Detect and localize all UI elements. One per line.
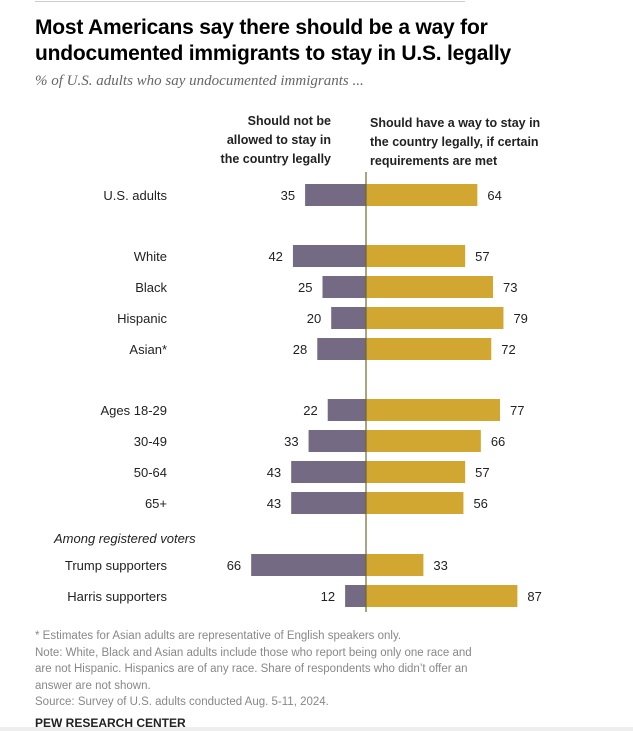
pew-logo-text: PEW RESEARCH CENTER (35, 716, 186, 730)
value-label-left: 12 (321, 589, 335, 604)
category-label: 65+ (145, 496, 167, 511)
legend-left-line: the country legally (221, 152, 331, 166)
bar-not-allowed (331, 307, 366, 329)
value-label-left: 43 (267, 465, 281, 480)
value-label-left: 43 (267, 496, 281, 511)
legend-right-line: Should have a way to stay in (370, 116, 540, 130)
group-label: Among registered voters (53, 531, 196, 546)
bottom-bar (0, 727, 633, 731)
diverging-bar-chart: Should not be allowed to stay in the count… (53, 114, 542, 612)
value-label-right: 33 (433, 558, 447, 573)
category-label: Hispanic (117, 311, 167, 326)
notes: * Estimates for Asian adults are represe… (35, 628, 475, 711)
value-label-right: 77 (510, 403, 524, 418)
bar-not-allowed (291, 461, 366, 483)
value-label-left: 25 (298, 280, 312, 295)
value-label-right: 66 (491, 434, 505, 449)
bar-way-to-stay (366, 554, 424, 576)
bar-not-allowed (308, 430, 366, 452)
category-label: U.S. adults (103, 188, 167, 203)
value-label-right: 57 (475, 249, 489, 264)
value-label-left: 28 (293, 342, 307, 357)
bar-not-allowed (345, 585, 366, 607)
category-label: Black (135, 280, 167, 295)
note-text: Note: White, Black and Asian adults incl… (35, 646, 472, 692)
category-label: 50-64 (134, 465, 167, 480)
bar-not-allowed (292, 245, 366, 267)
bar-way-to-stay (366, 307, 504, 329)
category-label: Harris supporters (67, 589, 167, 604)
value-label-right: 64 (487, 188, 501, 203)
category-label: 30-49 (134, 434, 167, 449)
bar-not-allowed (322, 276, 366, 298)
value-label-left: 22 (303, 403, 317, 418)
bar-not-allowed (317, 338, 366, 360)
bar-way-to-stay (366, 245, 466, 267)
bar-not-allowed (291, 492, 366, 514)
value-label-right: 87 (527, 589, 541, 604)
legend-right-line: the country legally, if certain (370, 135, 539, 149)
chart-subtitle: % of U.S. adults who say undocumented im… (35, 73, 364, 89)
value-label-right: 57 (475, 465, 489, 480)
bar-way-to-stay (366, 399, 500, 421)
value-label-left: 66 (227, 558, 241, 573)
bar-way-to-stay (366, 276, 494, 298)
category-label: White (134, 249, 167, 264)
category-label: Asian* (129, 342, 167, 357)
bar-not-allowed (327, 399, 366, 421)
value-label-right: 73 (503, 280, 517, 295)
bar-not-allowed (305, 184, 366, 206)
category-label: Ages 18-29 (101, 403, 168, 418)
source-text: Source: Survey of U.S. adults conducted … (35, 696, 329, 708)
bar-way-to-stay (366, 461, 466, 483)
top-rule (35, 1, 465, 2)
bar-not-allowed (251, 554, 366, 576)
legend-left-line: allowed to stay in (227, 133, 331, 147)
value-label-left: 35 (281, 188, 295, 203)
value-label-right: 56 (473, 496, 487, 511)
legend-right-line: requirements are met (370, 154, 498, 168)
bar-way-to-stay (366, 430, 481, 452)
value-label-right: 79 (513, 311, 527, 326)
bar-way-to-stay (366, 338, 492, 360)
value-label-left: 42 (268, 249, 282, 264)
bar-way-to-stay (366, 184, 478, 206)
chart-title: Most Americans say there should be a way… (35, 16, 512, 65)
value-label-left: 20 (307, 311, 321, 326)
value-label-right: 72 (501, 342, 515, 357)
asterisk-note: * Estimates for Asian adults are represe… (35, 630, 402, 642)
value-label-left: 33 (284, 434, 298, 449)
category-label: Trump supporters (65, 558, 168, 573)
bar-way-to-stay (366, 585, 518, 607)
legend-left-line: Should not be (248, 114, 331, 128)
bar-way-to-stay (366, 492, 464, 514)
